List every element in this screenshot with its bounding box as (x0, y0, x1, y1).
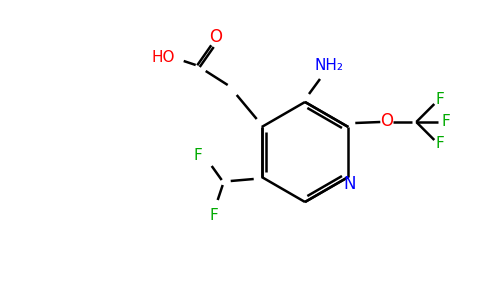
Text: F: F (209, 208, 218, 224)
Text: O: O (209, 28, 222, 46)
Text: F: F (442, 115, 451, 130)
Text: F: F (436, 136, 445, 152)
Text: F: F (436, 92, 445, 107)
Text: N: N (343, 175, 356, 193)
Text: HO: HO (152, 50, 175, 64)
Text: O: O (380, 112, 393, 130)
Text: NH₂: NH₂ (315, 58, 344, 74)
Text: F: F (193, 148, 202, 164)
